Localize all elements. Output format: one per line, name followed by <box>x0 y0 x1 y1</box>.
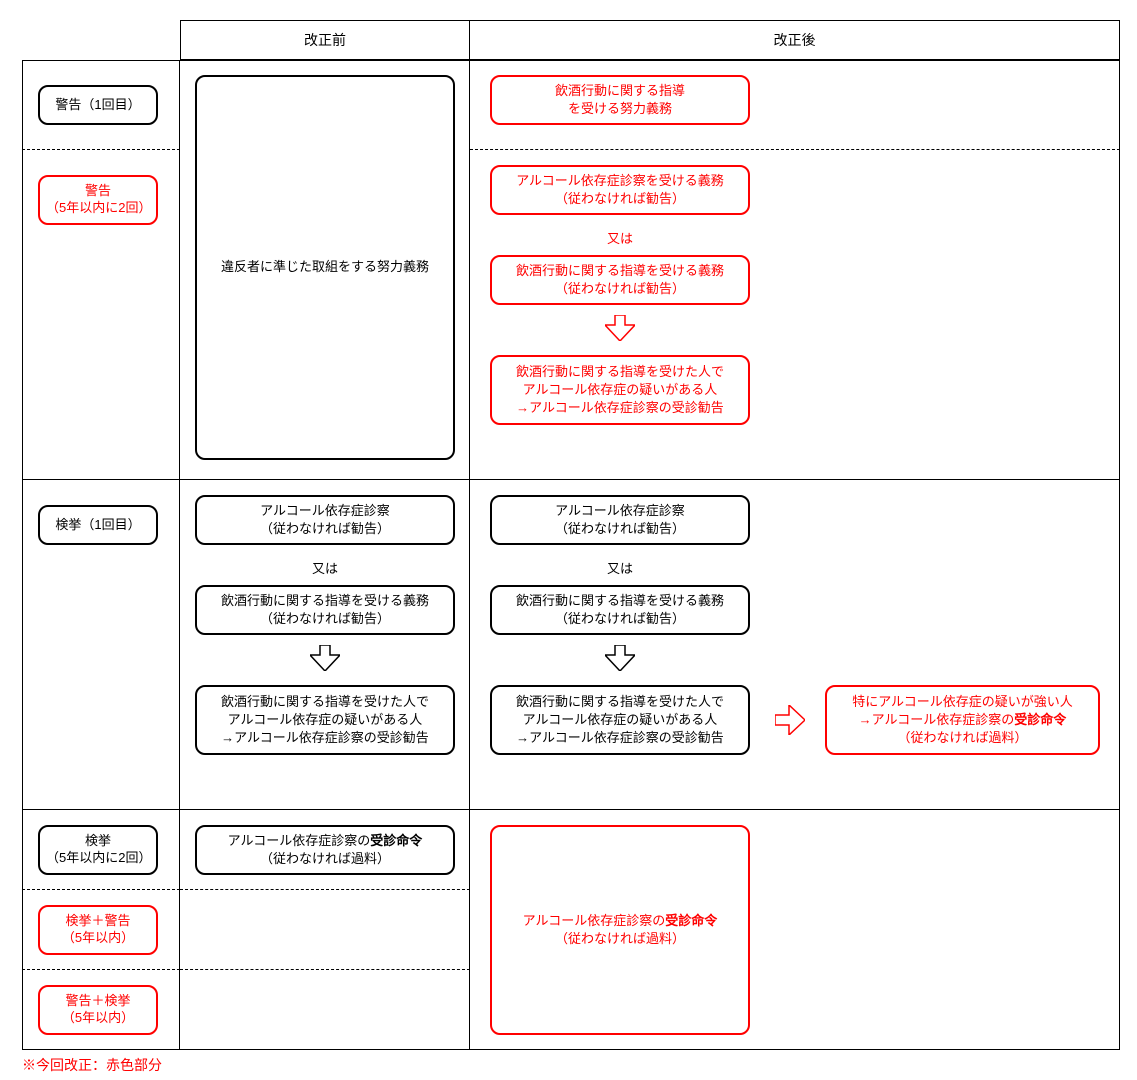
after-r2-b1: アルコール依存症診察を受ける義務（従わなければ勧告） <box>490 165 750 215</box>
before-r3-arrow-icon <box>310 645 340 671</box>
after-r3-arrow-icon <box>605 645 635 671</box>
after-r3-b2-text: 飲酒行動に関する指導を受ける義務（従わなければ勧告） <box>516 592 724 628</box>
before-big-box: 違反者に準じた取組をする努力義務 <box>195 75 455 460</box>
after-r2-arrow-icon <box>605 315 635 341</box>
row-label-r5: 検挙＋警告（5年以内） <box>38 905 158 955</box>
after-r1-box: 飲酒行動に関する指導を受ける努力義務 <box>490 75 750 125</box>
before-r3-or: 又は <box>285 558 365 577</box>
after-r3-b1: アルコール依存症診察（従わなければ勧告） <box>490 495 750 545</box>
row-label-r4: 検挙（5年以内に2回） <box>38 825 158 875</box>
row-label-r6: 警告＋検挙（5年以内） <box>38 985 158 1035</box>
col-header-after-text: 改正後 <box>774 30 816 50</box>
after-big-text: アルコール依存症診察の受診命令（従わなければ過料） <box>523 912 718 948</box>
after-r3-or: 又は <box>580 558 660 577</box>
after-r3-b3: 飲酒行動に関する指導を受けた人でアルコール依存症の疑いがある人→アルコール依存症… <box>490 685 750 755</box>
before-r3-b1-text: アルコール依存症診察（従わなければ勧告） <box>260 502 390 538</box>
before-r4-box: アルコール依存症診察の受診命令（従わなければ過料） <box>195 825 455 875</box>
cell-before-r6 <box>180 970 470 1050</box>
after-r2-b3: 飲酒行動に関する指導を受けた人でアルコール依存症の疑いがある人→アルコール依存症… <box>490 355 750 425</box>
after-r3-b3-text: 飲酒行動に関する指導を受けた人でアルコール依存症の疑いがある人→アルコール依存症… <box>516 693 724 748</box>
row-label-r2-text: 警告（5年以内に2回） <box>46 183 150 217</box>
after-r2-or: 又は <box>580 228 660 247</box>
after-r2-b2: 飲酒行動に関する指導を受ける義務（従わなければ勧告） <box>490 255 750 305</box>
row-label-r4-text: 検挙（5年以内に2回） <box>46 833 150 867</box>
diagram-container: 改正前 改正後 警告（1回目） 警告（5年以内に2回） 検挙（1回目） 検挙（5… <box>0 0 1137 1080</box>
after-r3-side-arrow-icon <box>775 705 805 735</box>
before-r3-b3: 飲酒行動に関する指導を受けた人でアルコール依存症の疑いがある人→アルコール依存症… <box>195 685 455 755</box>
row-label-r5-text: 検挙＋警告（5年以内） <box>62 913 134 947</box>
row-label-r2: 警告（5年以内に2回） <box>38 175 158 225</box>
before-r3-b2-text: 飲酒行動に関する指導を受ける義務（従わなければ勧告） <box>221 592 429 628</box>
col-header-before-text: 改正前 <box>304 30 346 50</box>
cell-before-r5 <box>180 890 470 970</box>
before-r3-b3-text: 飲酒行動に関する指導を受けた人でアルコール依存症の疑いがある人→アルコール依存症… <box>221 693 429 748</box>
row-label-r1: 警告（1回目） <box>38 85 158 125</box>
after-big-box: アルコール依存症診察の受診命令（従わなければ過料） <box>490 825 750 1035</box>
col-header-after: 改正後 <box>470 20 1120 60</box>
after-r2-b3-text: 飲酒行動に関する指導を受けた人でアルコール依存症の疑いがある人→アルコール依存症… <box>516 363 724 418</box>
footnote: ※今回改正：赤色部分 <box>22 1055 162 1075</box>
after-r3-b2: 飲酒行動に関する指導を受ける義務（従わなければ勧告） <box>490 585 750 635</box>
before-r3-b2: 飲酒行動に関する指導を受ける義務（従わなければ勧告） <box>195 585 455 635</box>
after-r1-text: 飲酒行動に関する指導を受ける努力義務 <box>555 82 685 118</box>
after-r2-b1-text: アルコール依存症診察を受ける義務（従わなければ勧告） <box>516 172 724 208</box>
after-r3-side-text: 特にアルコール依存症の疑いが強い人 →アルコール依存症診察の受診命令 （従わなけ… <box>852 693 1073 748</box>
row-label-r3-text: 検挙（1回目） <box>55 517 140 534</box>
before-big-box-text: 違反者に準じた取組をする努力義務 <box>221 258 429 276</box>
after-r3-b1-text: アルコール依存症診察（従わなければ勧告） <box>555 502 685 538</box>
before-r4-text: アルコール依存症診察の受診命令（従わなければ過料） <box>228 832 423 868</box>
row-label-r6-text: 警告＋検挙（5年以内） <box>62 993 134 1027</box>
col-header-before: 改正前 <box>180 20 470 60</box>
after-r3-side-box: 特にアルコール依存症の疑いが強い人 →アルコール依存症診察の受診命令 （従わなけ… <box>825 685 1100 755</box>
row-label-r1-text: 警告（1回目） <box>55 97 140 114</box>
before-r3-b1: アルコール依存症診察（従わなければ勧告） <box>195 495 455 545</box>
after-r2-b2-text: 飲酒行動に関する指導を受ける義務（従わなければ勧告） <box>516 262 724 298</box>
row-label-r3: 検挙（1回目） <box>38 505 158 545</box>
